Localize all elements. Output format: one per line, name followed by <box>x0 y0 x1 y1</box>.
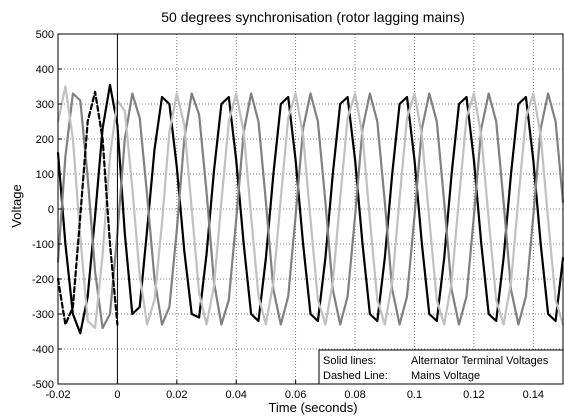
y-tick-label: -100 <box>32 239 54 251</box>
x-axis-label: Time (seconds) <box>268 400 357 415</box>
x-tick-label: 0.14 <box>523 389 544 401</box>
legend-text-solid: Alternator Terminal Voltages <box>411 355 549 367</box>
tick-labels: -0.02 0 0.02 0.04 0.06 0.08 0.1 0.12 0.14 -500 -40… <box>32 29 544 401</box>
x-tick-label: 0.04 <box>226 389 247 401</box>
series-line-4 <box>56 90 119 326</box>
y-tick-label: 0 <box>48 204 54 216</box>
x-tick-label: 0.02 <box>166 389 187 401</box>
y-tick-label: -500 <box>32 379 54 391</box>
chart-title: 50 degrees synchronisation (rotor laggin… <box>161 9 465 25</box>
series-line-1 <box>56 83 564 335</box>
x-tick-label: 0.08 <box>344 389 365 401</box>
legend-text-dashed: Mains Voltage <box>411 370 480 382</box>
legend-box <box>318 349 564 385</box>
legend-key-solid: Solid lines: <box>323 355 376 367</box>
x-tick-label: 0 <box>114 389 120 401</box>
x-tick-label: 0.06 <box>285 389 306 401</box>
legend: Solid lines: Alternator Terminal Voltage… <box>318 349 564 385</box>
series-line-2 <box>56 92 564 330</box>
x-tick-label: -0.02 <box>45 389 70 401</box>
x-tick-label: 0.1 <box>407 389 422 401</box>
y-tick-label: 200 <box>36 134 54 146</box>
y-tick-label: -200 <box>32 274 54 286</box>
y-tick-label: 500 <box>36 29 54 41</box>
series-layer <box>56 83 564 335</box>
y-tick-label: -300 <box>32 309 54 321</box>
y-tick-label: 300 <box>36 99 54 111</box>
y-tick-label: 400 <box>36 64 54 76</box>
y-tick-label: 100 <box>36 169 54 181</box>
y-tick-label: -400 <box>32 344 54 356</box>
series-line-3 <box>56 85 564 330</box>
legend-key-dashed: Dashed Line: <box>323 370 388 382</box>
x-tick-label: 0.12 <box>463 389 484 401</box>
y-axis-label: Voltage <box>9 184 24 227</box>
